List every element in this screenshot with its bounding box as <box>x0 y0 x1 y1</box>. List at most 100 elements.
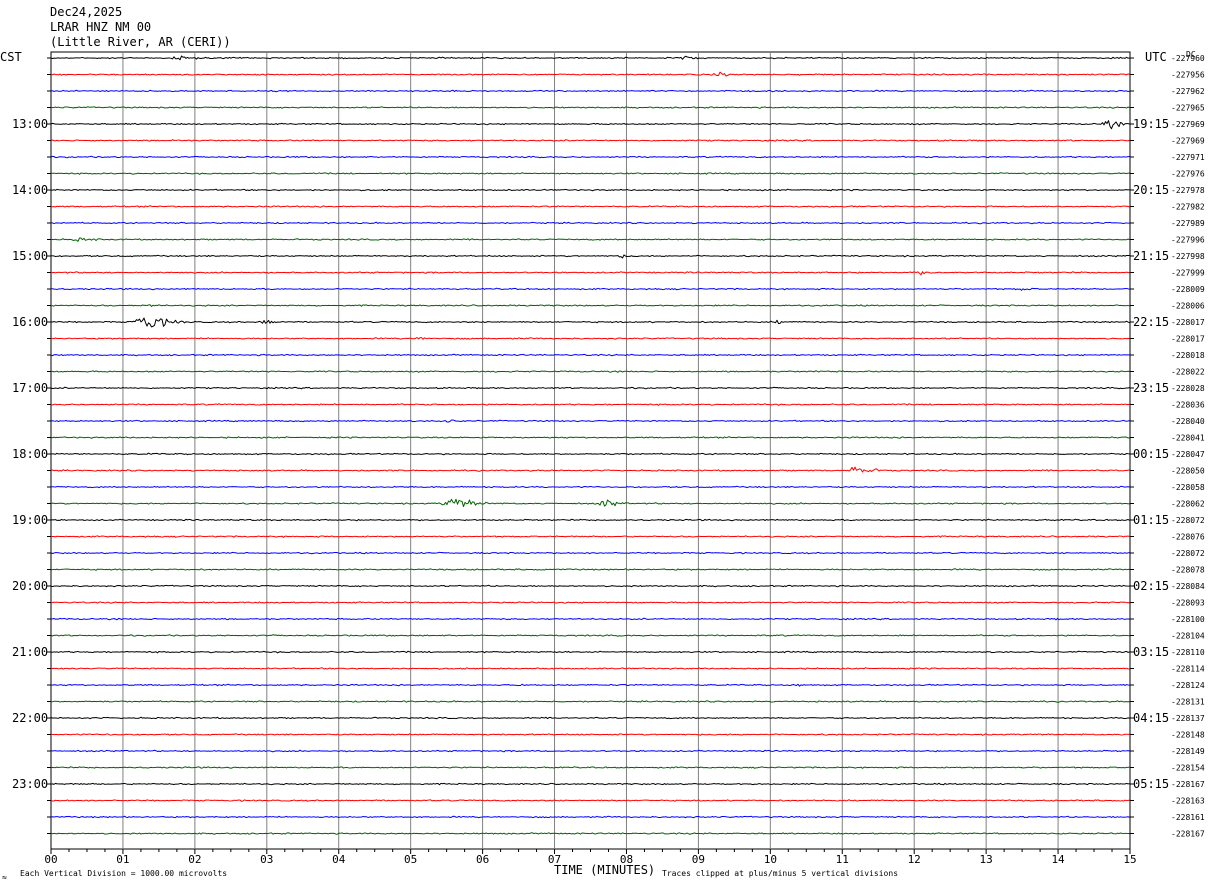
dc-offset-label: -227956 <box>1171 71 1205 80</box>
trace-row <box>50 172 1130 175</box>
left-hour-label: 21:00 <box>12 645 48 659</box>
left-hour-label: 16:00 <box>12 315 48 329</box>
dc-label: DC <box>1186 50 1196 59</box>
right-hour-label: 20:15 <box>1133 183 1169 197</box>
right-hour-label: 05:15 <box>1133 777 1169 791</box>
trace-row <box>50 700 1130 703</box>
traces-layer <box>50 55 1130 835</box>
trace-row <box>50 535 1130 538</box>
x-tick-label: 04 <box>332 853 346 866</box>
trace-row <box>50 155 1130 159</box>
dc-offset-label: -228131 <box>1171 698 1205 707</box>
x-tick-label: 02 <box>188 853 201 866</box>
trace-row <box>50 205 1130 208</box>
grid-layer <box>47 51 1134 854</box>
clip-note: Traces clipped at plus/minus 5 vertical … <box>662 869 898 878</box>
dc-offset-label: -228114 <box>1171 665 1205 674</box>
right-hour-label: 21:15 <box>1133 249 1169 263</box>
x-tick-label: 11 <box>836 853 849 866</box>
dc-offset-label: -227978 <box>1171 186 1205 195</box>
trace-row <box>50 617 1130 621</box>
corner-glyph: ≈ <box>2 873 7 882</box>
x-tick-label: 08 <box>620 853 633 866</box>
x-tick-label: 03 <box>260 853 273 866</box>
left-hour-label: 17:00 <box>12 381 48 395</box>
left-hour-label: 20:00 <box>12 579 48 593</box>
dc-offset-label: -228167 <box>1171 780 1205 789</box>
dc-offset-label: -228022 <box>1171 368 1205 377</box>
right-hour-label: 02:15 <box>1133 579 1169 593</box>
trace-row <box>50 634 1130 637</box>
dc-offset-label: -227998 <box>1171 252 1205 261</box>
trace-row <box>50 466 1130 473</box>
left-hour-label: 22:00 <box>12 711 48 725</box>
left-hour-label: 15:00 <box>12 249 48 263</box>
dc-offset-label: -227969 <box>1171 120 1205 129</box>
x-tick-label: 05 <box>404 853 417 866</box>
dc-offset-label: -228124 <box>1171 681 1205 690</box>
trace-row <box>50 386 1130 390</box>
trace-row <box>50 766 1130 769</box>
dc-offset-label: -227962 <box>1171 87 1205 96</box>
labels-layer: 00 01 02 03 04 05 06 07 08 09 10 11 12 13 14 15 -227960 -… <box>12 54 1205 866</box>
trace-row <box>50 403 1130 406</box>
dc-offset-label: -228161 <box>1171 813 1205 822</box>
dc-offset-label: -228072 <box>1171 549 1205 558</box>
left-hour-label: 23:00 <box>12 777 48 791</box>
right-hour-label: 19:15 <box>1133 117 1169 131</box>
x-tick-label: 07 <box>548 853 561 866</box>
trace-row <box>50 271 1130 276</box>
dc-offset-label: -228040 <box>1171 417 1205 426</box>
trace-row <box>50 452 1130 456</box>
trace-row <box>50 584 1130 588</box>
trace-row <box>50 221 1130 225</box>
x-tick-label: 13 <box>980 853 993 866</box>
trace-row <box>50 683 1130 687</box>
x-tick-label: 09 <box>692 853 705 866</box>
dc-offset-label: -228154 <box>1171 764 1205 773</box>
dc-offset-label: -228076 <box>1171 533 1205 542</box>
dc-offset-label: -228017 <box>1171 318 1205 327</box>
x-tick-label: 06 <box>476 853 489 866</box>
left-hour-label: 13:00 <box>12 117 48 131</box>
trace-row <box>50 667 1130 670</box>
right-hour-label: 00:15 <box>1133 447 1169 461</box>
trace-row <box>50 568 1130 571</box>
location-label: (Little River, AR (CERI)) <box>50 35 231 49</box>
trace-row <box>50 733 1130 736</box>
dc-offset-label: -227996 <box>1171 236 1205 245</box>
right-timezone-label: UTC <box>1145 50 1167 64</box>
left-timezone-label: CST <box>0 50 22 64</box>
dc-offset-label: -228006 <box>1171 302 1205 311</box>
dc-offset-label: -227971 <box>1171 153 1205 162</box>
trace-row <box>50 799 1130 802</box>
trace-row <box>50 188 1130 192</box>
x-tick-label: 15 <box>1123 853 1136 866</box>
dc-offset-label: -228149 <box>1171 747 1205 756</box>
dc-offset-label: -228078 <box>1171 566 1205 575</box>
trace-row <box>50 518 1130 522</box>
trace-row <box>50 89 1130 93</box>
dc-offset-label: -228072 <box>1171 516 1205 525</box>
trace-row <box>50 317 1130 328</box>
station-label: LRAR HNZ NM 00 <box>50 20 151 34</box>
x-axis-label: TIME (MINUTES) <box>554 863 655 877</box>
trace-row <box>50 304 1130 307</box>
dc-offset-label: -228028 <box>1171 384 1205 393</box>
dc-offset-label: -228018 <box>1171 351 1205 360</box>
dc-offset-label: -227989 <box>1171 219 1205 228</box>
right-hour-label: 03:15 <box>1133 645 1169 659</box>
right-hour-label: 04:15 <box>1133 711 1169 725</box>
x-tick-label: 12 <box>908 853 921 866</box>
dc-offset-label: -228062 <box>1171 500 1205 509</box>
plot-frame <box>50 51 1131 850</box>
trace-row <box>50 485 1130 489</box>
dc-offset-label: -227976 <box>1171 170 1205 179</box>
dc-offset-label: -227999 <box>1171 269 1205 278</box>
dc-offset-label: -228084 <box>1171 582 1205 591</box>
trace-row <box>50 498 1130 508</box>
trace-row <box>50 782 1130 786</box>
x-tick-label: 14 <box>1051 853 1065 866</box>
dc-offset-label: -228036 <box>1171 401 1205 410</box>
